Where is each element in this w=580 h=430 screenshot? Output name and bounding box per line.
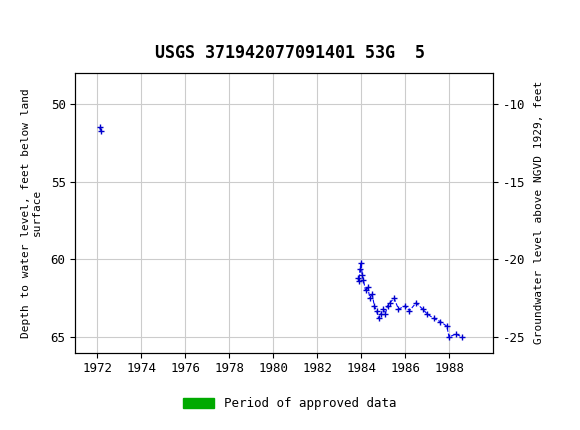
Text: USGS 371942077091401 53G  5: USGS 371942077091401 53G 5 [155,44,425,62]
Y-axis label: Depth to water level, feet below land
surface: Depth to water level, feet below land su… [21,88,42,338]
Legend: Period of approved data: Period of approved data [178,392,402,415]
Text: ≡USGS: ≡USGS [12,16,70,35]
Y-axis label: Groundwater level above NGVD 1929, feet: Groundwater level above NGVD 1929, feet [534,81,543,344]
